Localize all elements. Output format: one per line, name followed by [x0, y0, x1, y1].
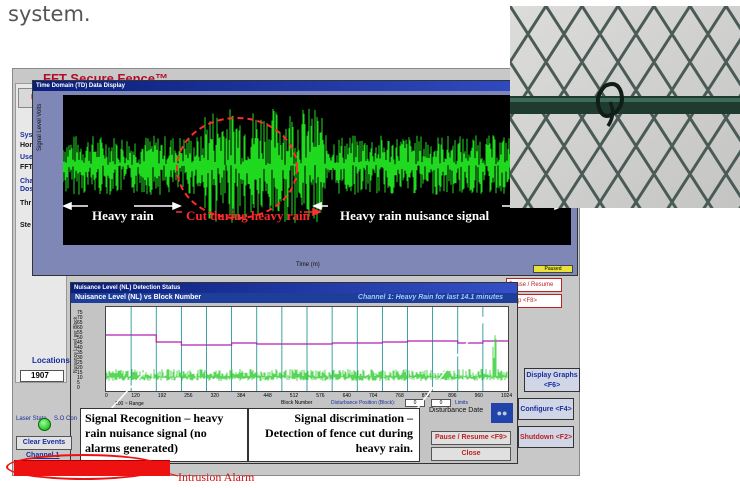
td-plot	[62, 95, 571, 245]
nl-y-tick: 40	[77, 345, 83, 351]
td-window: Time Domain (TD) Data Display Signal Lev…	[32, 80, 578, 276]
nl-y-ticks: 75 70 65 60 55 50 45 40 35 30 25 20 15 10 5 0	[77, 311, 83, 391]
alarm-leader-line	[150, 467, 179, 477]
laser-state-label: Laser State	[16, 416, 47, 422]
annotation-rain-nuisance: Heavy rain nuisance signal	[340, 208, 490, 223]
nl-x-tick: 960	[474, 393, 483, 399]
nl-x-ticks: 0120192256320384448512576640704768832896…	[105, 393, 513, 401]
intrusion-alarm-highlight	[6, 454, 162, 480]
callout-signal-discrimination: Signal discrimination – Detection of fen…	[248, 408, 420, 462]
nl-y-tick: 65	[77, 320, 83, 326]
nl-x-tick: 120	[131, 393, 140, 399]
nl-x-tick: 0	[105, 393, 108, 399]
fence-photo	[510, 6, 740, 208]
nl-level-plot	[105, 307, 508, 391]
limits-value: 0	[431, 399, 451, 407]
nl-y-tick: 35	[77, 350, 83, 356]
nl-x-tick: 384	[237, 393, 246, 399]
nl-channel-label: Channel 1: Heavy Rain for last 14.1 minu…	[357, 294, 503, 301]
disturbance-date-label: Disturbance Date	[429, 407, 484, 414]
nl-threshold-line	[106, 334, 508, 346]
left-panel-hon: Hon	[20, 142, 34, 149]
cut-highlight-circle	[176, 117, 298, 219]
clear-events-button[interactable]: Clear Events	[16, 436, 72, 450]
display-graphs-button[interactable]: Display Graphs <F6>	[524, 368, 580, 392]
rain-drops-icon: ●●	[491, 403, 513, 423]
annotation-cut-during-rain: Cut during heavy rain	[186, 208, 310, 223]
disturbance-position-value: 0	[405, 399, 425, 407]
left-panel-thr: Thr	[20, 200, 32, 207]
nl-x-tick: 640	[342, 393, 351, 399]
nl-xlabel: Block Number	[281, 400, 313, 406]
nl-x-tick: 320	[210, 393, 219, 399]
left-panel-use: Use	[20, 154, 33, 161]
nl-plot	[105, 306, 509, 392]
disturbance-position-label: Disturbance Position (Block):	[331, 400, 396, 406]
location-value: 1907	[20, 370, 64, 382]
nl-y-tick: 70	[77, 315, 83, 321]
nl-x-tick: 192	[157, 393, 167, 399]
left-panel-ste: Ste	[20, 222, 31, 229]
nl-x-tick: 704	[369, 393, 378, 399]
left-panel-dos: Dos	[20, 186, 34, 193]
left-panel-sys: Sys	[20, 132, 33, 139]
nl-signal-trace	[105, 335, 508, 381]
shutdown-button[interactable]: Shutdown <F2>	[518, 426, 574, 448]
nl-y-tick: 15	[77, 370, 83, 376]
right-side-stop[interactable]: Stop <F8>	[506, 294, 562, 308]
left-panel-cha: Cha	[20, 178, 34, 185]
configure-button[interactable]: Configure <F4>	[518, 398, 574, 420]
page-top-text: system.	[8, 2, 91, 26]
laser-state-indicator	[38, 418, 51, 431]
nl-range-label: 100 ~ Range	[115, 401, 144, 407]
nl-x-tick: 576	[316, 393, 325, 399]
limits-label: Limits	[455, 400, 469, 406]
fence-photo-image	[510, 6, 740, 208]
nl-y-tick: 50	[77, 335, 83, 341]
nl-title: Nuisance Level (NL) Detection Status	[71, 283, 517, 293]
nl-x-tick: 896	[448, 393, 457, 399]
nl-x-tick: 448	[263, 393, 272, 399]
nl-x-tick: 512	[289, 393, 299, 399]
nl-y-tick: 45	[77, 340, 83, 346]
nl-x-tick: 256	[184, 393, 193, 399]
nl-y-tick: 0	[77, 385, 80, 391]
nl-header: Nuisance Level (NL) vs Block Number Chan…	[71, 293, 517, 303]
nl-y-tick: 5	[77, 380, 80, 386]
intrusion-alarm-label: Intrusion Alarm	[178, 470, 255, 484]
nl-y-tick: 60	[77, 325, 83, 331]
nl-x-tick: 1024	[501, 393, 513, 399]
nl-header-label: Nuisance Level (NL) vs Block Number	[75, 294, 202, 301]
close-button[interactable]: Close	[431, 447, 511, 461]
nl-y-tick: 30	[77, 355, 83, 361]
annotation-heavy-rain: Heavy rain	[92, 208, 154, 223]
locations-label: Locations	[32, 356, 70, 365]
nl-y-tick: 25	[77, 360, 83, 366]
laser-state-value: S.O Con	[54, 416, 78, 422]
left-panel-fft: FFT	[20, 164, 33, 171]
td-status-badge: Paused	[533, 265, 573, 273]
td-title: Time Domain (TD) Data Display	[33, 81, 577, 91]
callout-signal-recognition: Signal Recognition – heavy rain nuisance…	[80, 408, 248, 462]
pause-resume-button[interactable]: Pause / Resume <F9>	[431, 431, 511, 445]
td-xlabel: Time (m)	[296, 262, 320, 268]
nl-y-tick: 20	[77, 365, 83, 371]
nl-y-tick: 75	[77, 310, 83, 316]
nl-y-tick: 10	[77, 375, 83, 381]
nl-x-tick: 768	[395, 393, 404, 399]
nl-y-tick: 55	[77, 330, 83, 336]
